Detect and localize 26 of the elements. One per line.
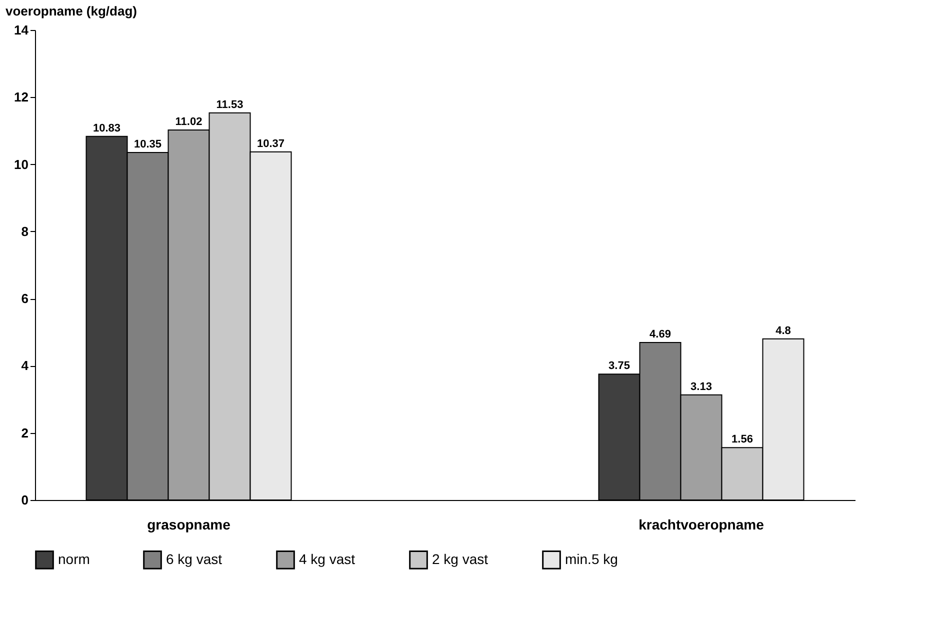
y-tick-label: 8: [21, 224, 28, 239]
data-label: 4.8: [776, 324, 791, 337]
data-label: 10.83: [92, 122, 121, 134]
x-tick-label: krachtvoeropname: [638, 516, 764, 532]
y-tick-label: 4: [21, 358, 30, 374]
data-label: 10.37: [256, 138, 285, 150]
legend-label: min.5 kg: [565, 550, 618, 567]
legend-label: norm: [58, 550, 90, 567]
y-tick-label: 6: [21, 291, 28, 306]
y-tick-label: 10: [14, 156, 28, 172]
y-axis-title: voeropname (kg/dag): [6, 4, 137, 18]
data-label: 3.13: [690, 380, 712, 393]
legend-label: 6 kg vast: [166, 550, 222, 567]
data-label: 11.53: [216, 98, 244, 111]
x-tick-label: grasopname: [147, 516, 231, 532]
y-tick-label: 12: [14, 90, 28, 105]
data-label: 4.69: [650, 328, 671, 341]
y-tick-label: 14: [14, 22, 30, 38]
y-tick-label: 2: [21, 425, 28, 440]
legend-label: 2 kg vast: [432, 550, 488, 567]
data-label: 10.35: [134, 138, 162, 151]
data-label: 11.02: [175, 116, 202, 128]
legend-label: 4 kg vast: [299, 550, 356, 567]
data-label: 3.75: [608, 360, 630, 372]
data-label: 1.56: [732, 434, 753, 446]
y-tick-label: 0: [21, 492, 28, 508]
